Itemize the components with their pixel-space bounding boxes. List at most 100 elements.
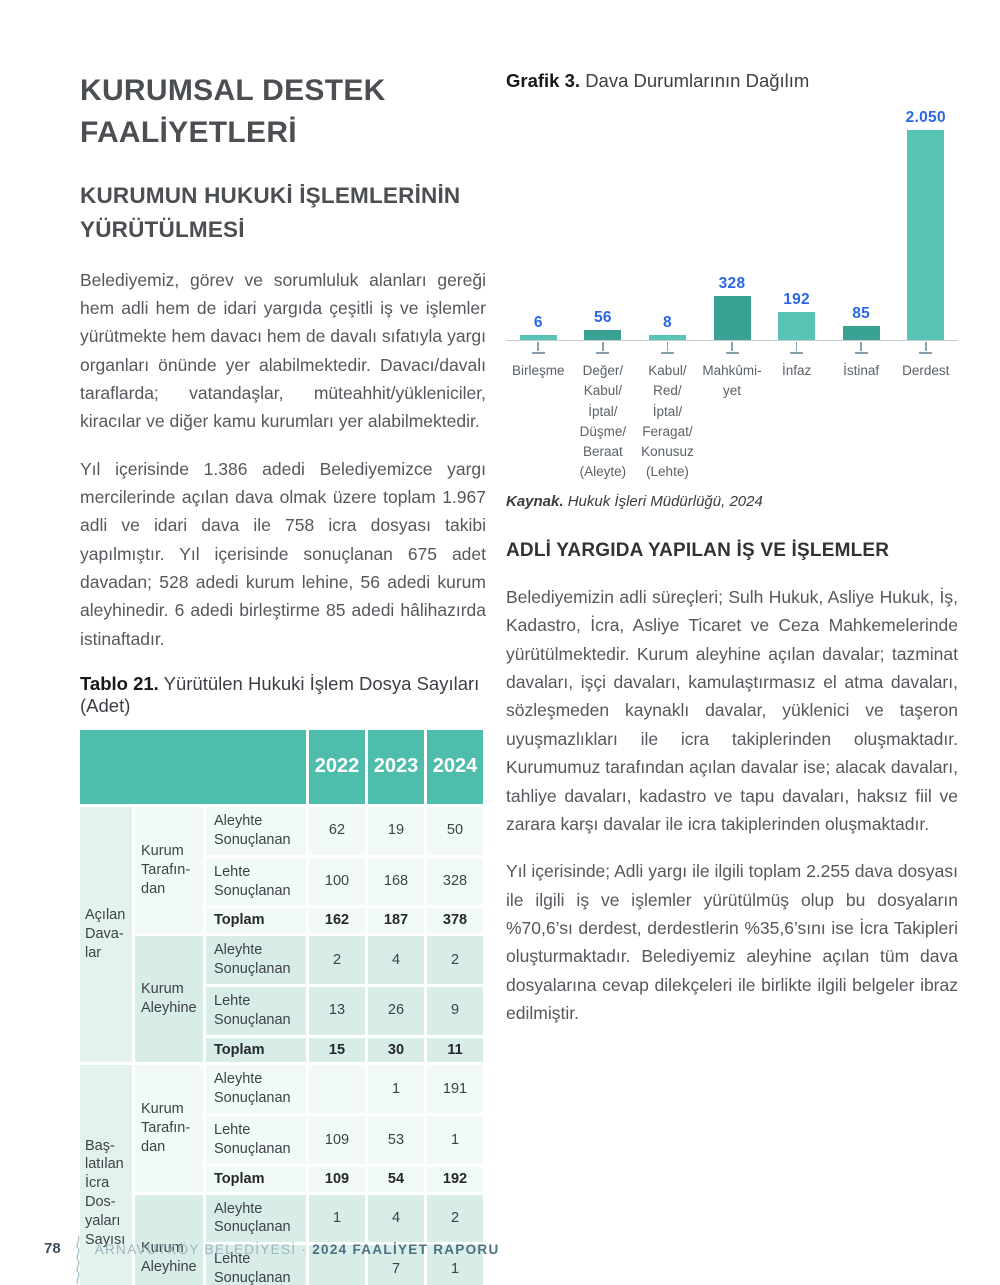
table-value-cell: 1	[309, 1194, 365, 1243]
table-value-cell: 191	[427, 1065, 483, 1114]
paragraph-adli-courts: Belediyemizin adli süreçleri; Sulh Hukuk…	[506, 587, 958, 834]
chart-bar-value: 56	[593, 309, 612, 326]
page-footer: 78 ARNAVUTKÖY BELEDİYESİ · 2024 FAALİYET…	[44, 1236, 500, 1285]
table-rowlabel-cell: Lehte Sonuçlanan	[206, 986, 306, 1035]
case-status-bar-chart: 6 56 8 328 192 85 2.050 Birleşme Değer/ Kabul/ …	[506, 100, 958, 483]
chart-category-label: Değer/ Kabul/ İptal/ Düşme/ Beraat (Aley…	[579, 363, 627, 480]
chart-bar	[584, 330, 622, 340]
table-value-cell: 50	[427, 806, 483, 855]
table-value-cell: 54	[368, 1166, 424, 1192]
axis-tick-icon	[919, 342, 933, 354]
table-value-cell: 30	[368, 1037, 424, 1063]
paragraph-adli-totals: Yıl içerisinde; Adli yargı ile ilgili to…	[506, 861, 958, 1023]
chart-bar-group: 56	[571, 309, 636, 340]
chart-bar-value: 192	[783, 291, 810, 308]
table-value-cell: 192	[427, 1166, 483, 1192]
chart-bar-value: 2.050	[905, 109, 946, 126]
table-value-cell: 1	[427, 1116, 483, 1164]
table-subgroup-cell: Kurum Tarafın- dan	[135, 1065, 203, 1192]
table-value-cell: 26	[368, 986, 424, 1035]
chart-bar-group: 85	[829, 305, 894, 340]
table-value-cell: 15	[309, 1037, 365, 1063]
chart-source-text: Hukuk İşleri Müdürlüğü, 2024	[567, 492, 763, 510]
table-rowlabel-cell: Aleyhte Sonuçlanan	[206, 1065, 306, 1114]
chart-tick-col	[829, 342, 894, 358]
table-row: Lehte Sonuçlanan 7 1	[80, 1245, 483, 1285]
chart-bar-value: 328	[718, 275, 746, 292]
table-group-cell: Açılan Dava- lar	[80, 806, 132, 1063]
paragraph-legal-stats: Yıl içerisinde 1.386 adedi Belediyemizce…	[80, 458, 486, 649]
chart-bar-value: 8	[662, 314, 672, 331]
chart-category-labels: Birleşme Değer/ Kabul/ İptal/ Düşme/ Bera…	[506, 361, 958, 483]
table-group-cell: Baş- latılan İcra Dos- yaları Sayısı	[80, 1065, 132, 1285]
table-rowlabel-cell: Aleyhte Sonuçlanan	[206, 1194, 306, 1243]
chart-title-number: Grafik 3.	[506, 70, 581, 91]
table-value-cell: 4	[368, 936, 424, 984]
table-caption-number: Tablo 21.	[80, 672, 159, 694]
chart-bar	[842, 326, 880, 340]
paragraph-legal-intro: Belediyemiz, görev ve sorumluluk alanlar…	[80, 269, 486, 432]
chart-tick-col	[700, 342, 765, 358]
table-row: Açılan Dava- lar Kurum Tarafın- dan Aleyht…	[80, 806, 483, 1063]
chart-tick-col	[764, 342, 829, 358]
chart-category-label: Kabul/ Red/ İptal/ Feragat/ Konusuz (Leh…	[641, 363, 694, 480]
chart-source: Kaynak. Hukuk İşleri Müdürlüğü, 2024	[506, 493, 958, 510]
table-rowlabel-cell: Lehte Sonuçlanan	[206, 1116, 306, 1164]
table-value-cell: 109	[309, 1116, 365, 1164]
section-heading-adli: ADLİ YARGIDA YAPILAN İŞ VE İŞLEMLER	[506, 539, 890, 561]
table-rowlabel-cell: Toplam	[206, 908, 306, 934]
chart-source-label: Kaynak.	[506, 492, 564, 510]
table-value-cell: 109	[309, 1166, 365, 1192]
table-row: Lehte Sonuçlanan 100 168 328	[80, 857, 483, 906]
left-column: KURUMSAL DESTEK FAALİYETLERİ KURUMUN HUK…	[80, 70, 486, 1285]
footer-report-title: 2024 FAALİYET RAPORU	[312, 1242, 500, 1257]
table-value-cell: 13	[309, 986, 365, 1035]
chart-tick-col	[635, 342, 700, 358]
chart-bar-group: 6	[506, 314, 571, 340]
table-row: Lehte Sonuçlanan 13 26 9	[80, 986, 483, 1035]
table-row: Lehte Sonuçlanan 109 53 1	[80, 1116, 483, 1164]
table-value-cell: 9	[427, 986, 483, 1035]
table-year-header: 2024	[427, 729, 483, 804]
footer-org: ARNAVUTKÖY BELEDİYESİ	[94, 1242, 297, 1257]
chart-bar-group: 328	[700, 275, 765, 340]
axis-tick-icon	[854, 342, 868, 354]
page-title: KURUMSAL DESTEK FAALİYETLERİ	[80, 74, 386, 149]
table-value-cell: 7	[368, 1245, 424, 1285]
chart-category-label: Birleşme	[512, 363, 565, 378]
legal-files-table: 2022 2023 2024 Açılan Dava- lar Kurum Taraf…	[77, 727, 486, 1285]
table-value-cell: 4	[368, 1194, 424, 1243]
chart-bar-group: 192	[764, 291, 829, 340]
table-row: Toplam 162 187 378	[80, 908, 483, 934]
table-subgroup-cell: Kurum Aleyhine	[135, 936, 203, 1063]
table-row: Kurum Aleyhine Aleyhte Sonuçlanan 1 4 2	[80, 1194, 483, 1285]
table-value-cell: 11	[427, 1037, 483, 1063]
table-caption: Tablo 21. Yürütülen Hukuki İşlem Dosya S…	[80, 673, 486, 717]
chart-bar	[907, 130, 945, 340]
axis-tick-icon	[790, 342, 804, 354]
table-rowlabel-cell: Aleyhte Sonuçlanan	[206, 806, 306, 855]
table-value-cell: 2	[309, 936, 365, 984]
table-value-cell: 378	[427, 908, 483, 934]
chart-axis-ticks	[506, 342, 958, 358]
table-value-cell: 1	[427, 1245, 483, 1285]
chart-bar	[713, 296, 751, 340]
table-rowlabel-cell: Lehte Sonuçlanan	[206, 1245, 306, 1285]
chart-bar-value: 85	[852, 305, 871, 322]
section-title: KURUMUN HUKUKİ İŞLEMLERİNİN YÜRÜTÜLMESİ	[80, 183, 461, 242]
table-value-cell: 2	[427, 1194, 483, 1243]
axis-tick-icon	[660, 342, 674, 354]
table-year-header: 2022	[309, 729, 365, 804]
table-row: Toplam 109 54 192	[80, 1166, 483, 1192]
axis-tick-icon	[596, 342, 610, 354]
table-header-row: 2022 2023 2024	[80, 729, 483, 804]
table-value-cell: 162	[309, 908, 365, 934]
table-value-cell: 328	[427, 857, 483, 906]
chart-tick-col	[893, 342, 958, 358]
chart-title: Grafik 3. Dava Durumlarının Dağılım	[506, 70, 958, 92]
right-column: Grafik 3. Dava Durumlarının Dağılım 6 56 8…	[506, 70, 958, 1027]
wavy-divider-icon	[76, 1236, 80, 1285]
table-value-cell: 19	[368, 806, 424, 855]
page-number: 78	[44, 1240, 61, 1257]
